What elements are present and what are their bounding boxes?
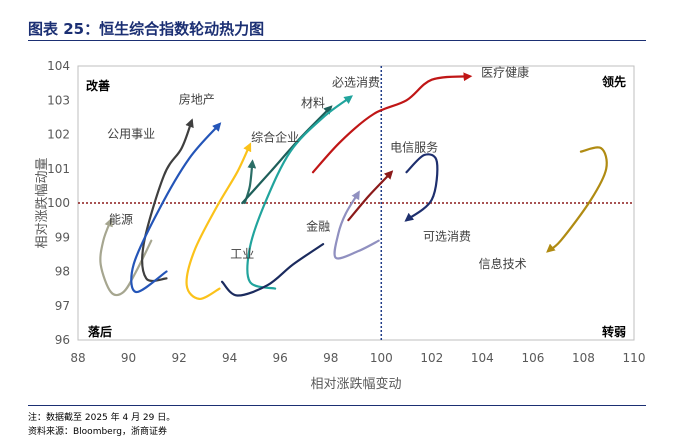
- series-line: [185, 142, 252, 300]
- series-label: 工业: [230, 247, 254, 261]
- title-divider: [28, 40, 646, 41]
- quadrant-label-improving: 改善: [86, 78, 110, 93]
- x-tick-label: 94: [222, 351, 237, 365]
- y-tick-label: 97: [55, 299, 70, 313]
- quadrant-label-leading: 领先: [602, 74, 626, 89]
- series-line: [333, 190, 380, 260]
- footnote: 注：数据截至 2025 年 4 月 29 日。: [28, 413, 176, 423]
- y-tick-label: 104: [47, 59, 70, 73]
- series-label: 材料: [301, 96, 325, 110]
- series-label: 公用事业: [107, 127, 155, 141]
- y-tick-label: 102: [47, 128, 70, 142]
- y-tick-label: 98: [55, 265, 70, 279]
- footer-divider: [28, 405, 646, 406]
- page-title: 图表 25：恒生综合指数轮动热力图: [28, 20, 265, 38]
- series-line: [246, 95, 354, 290]
- series-label: 房地产: [179, 92, 215, 107]
- y-tick-label: 101: [47, 162, 70, 176]
- series-label: 金融: [306, 218, 330, 233]
- x-tick-label: 106: [521, 351, 544, 365]
- series-line: [141, 118, 194, 283]
- series-line: [404, 153, 439, 222]
- y-tick-label: 103: [47, 93, 70, 107]
- series-label: 可选消费: [423, 230, 471, 244]
- chart-series: [99, 72, 608, 300]
- y-tick-label: 96: [55, 333, 70, 347]
- source-note: 资料来源：Bloomberg，浙商证券: [28, 427, 167, 437]
- x-tick-label: 96: [273, 351, 288, 365]
- series-label: 综合企业: [251, 129, 299, 144]
- series-label: 能源: [109, 213, 133, 227]
- series-line: [130, 122, 222, 294]
- x-tick-label: 90: [121, 351, 136, 365]
- x-tick-label: 102: [420, 351, 443, 365]
- y-axis-title: 相对涨跌幅动量: [34, 157, 50, 248]
- series-line: [347, 170, 394, 222]
- x-tick-label: 108: [572, 351, 595, 365]
- x-tick-label: 88: [70, 351, 85, 365]
- x-tick-label: 98: [323, 351, 338, 365]
- series-label: 电信服务: [390, 140, 438, 155]
- series-line: [311, 72, 473, 174]
- quadrant-label-weakening: 转弱: [602, 324, 626, 339]
- x-tick-label: 92: [171, 351, 186, 365]
- series-line: [221, 243, 325, 297]
- series-line: [99, 217, 153, 297]
- x-tick-label: 110: [623, 351, 646, 365]
- y-tick-label: 99: [55, 230, 70, 244]
- x-axis-title: 相对涨跌幅变动: [310, 376, 401, 392]
- series-label: 医疗健康: [481, 64, 529, 79]
- chart-axes: 88 90 92 94 96 98 100 102 104 106 108 110 96 97 98 99 10…: [34, 59, 645, 392]
- x-tick-label: 104: [471, 351, 494, 365]
- y-tick-label: 100: [47, 196, 70, 210]
- series-line: [241, 105, 333, 205]
- series-label: 必选消费: [332, 76, 380, 90]
- quadrant-label-lagging: 落后: [88, 324, 112, 339]
- x-tick-label: 100: [370, 351, 393, 365]
- series-label: 信息技术: [479, 256, 527, 271]
- chart-reference-lines: [78, 66, 634, 340]
- rotation-chart: 88 90 92 94 96 98 100 102 104 106 108 110 96 97 98 99 10…: [34, 59, 645, 392]
- series-line: [546, 146, 608, 253]
